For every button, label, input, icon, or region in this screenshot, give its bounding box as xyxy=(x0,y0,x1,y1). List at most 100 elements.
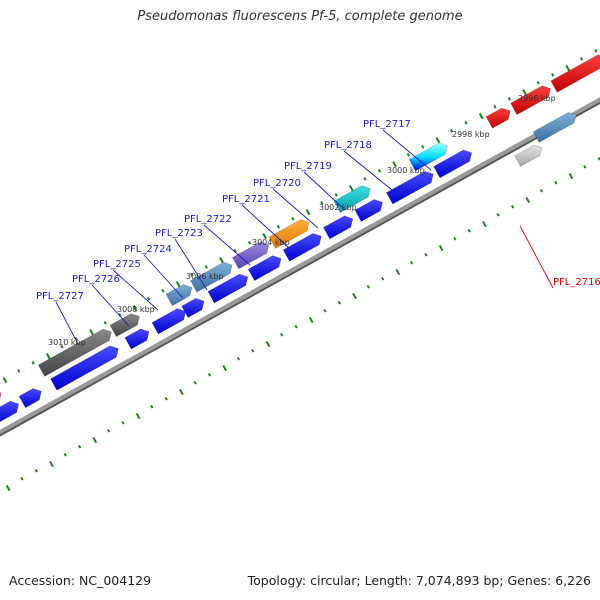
forward-cds-shape xyxy=(247,255,282,282)
inner-tick xyxy=(366,284,370,289)
outer-tick xyxy=(435,137,441,144)
forward-cds xyxy=(181,298,205,318)
inner-tick xyxy=(49,460,54,468)
outer-tick xyxy=(60,344,64,349)
inner-tick xyxy=(424,252,428,257)
forward-cds-shape xyxy=(207,273,249,304)
gene-label: PFL_2726 xyxy=(72,274,120,285)
gene-label: PFL_2725 xyxy=(93,259,141,270)
inner-tick xyxy=(106,428,111,433)
forward-cds xyxy=(433,149,473,179)
outer-tick xyxy=(551,73,555,77)
inner-tick xyxy=(193,380,197,385)
outer-tick xyxy=(2,376,8,384)
gene-leader-line xyxy=(91,284,130,327)
gene-labels: PFL_2717 PFL_2718 PFL_2719 PFL_2720 PFL_2721… xyxy=(36,119,600,302)
cds-red-small-shape xyxy=(485,107,511,129)
outer-tick xyxy=(348,184,354,192)
outer-tick xyxy=(594,49,598,53)
cds-pink-shape xyxy=(0,392,2,400)
cds-red-shape xyxy=(510,85,551,115)
gene-leader-line xyxy=(272,188,319,229)
inner-tick xyxy=(222,364,227,372)
cds-teal-shape xyxy=(333,185,371,213)
inner-tick xyxy=(20,476,24,481)
cds-steel-right-shape xyxy=(532,112,577,143)
inner-tick xyxy=(482,220,487,228)
outer-tick xyxy=(334,192,338,197)
outer-tick xyxy=(392,160,397,168)
tick-marks xyxy=(2,49,600,492)
outer-tick xyxy=(579,57,584,61)
outer-tick xyxy=(522,89,527,96)
accession-text: Accession: NC_004129 xyxy=(9,573,152,588)
inner-tick xyxy=(583,164,587,169)
outer-tick xyxy=(305,208,311,216)
outer-tick xyxy=(89,328,94,336)
feature-track xyxy=(0,54,600,423)
gene-label: PFL_2722 xyxy=(184,214,232,225)
gene-leader-line xyxy=(174,238,208,291)
cds-red-small xyxy=(485,107,511,129)
outer-tick xyxy=(132,304,138,312)
cds-orange-shape xyxy=(268,219,310,249)
forward-cds-shape xyxy=(323,215,354,240)
inner-tick xyxy=(395,268,401,276)
outer-tick xyxy=(478,113,484,120)
kbp-label: 3004 kbp xyxy=(252,238,290,247)
cds-steel-long-shape xyxy=(190,261,233,293)
outer-tick xyxy=(204,264,208,269)
cds-steel-shape xyxy=(165,284,193,307)
outer-tick xyxy=(536,81,540,85)
outer-tick xyxy=(406,152,410,157)
forward-cds-shape xyxy=(282,233,322,262)
gene-label: PFL_2717 xyxy=(363,119,411,130)
cds-steel-long xyxy=(190,261,233,293)
inner-tick xyxy=(554,180,558,185)
forward-cds xyxy=(354,199,383,222)
outer-tick xyxy=(103,320,107,325)
cds-steel-right xyxy=(532,112,577,143)
cds-steel xyxy=(165,284,193,307)
gene-label: PFL_2719 xyxy=(284,161,332,172)
cds-cyan-shape xyxy=(408,142,448,172)
cds-teal xyxy=(333,185,371,213)
inner-tick xyxy=(164,396,168,401)
inner-tick xyxy=(467,228,471,233)
outer-tick xyxy=(276,224,281,229)
outer-tick xyxy=(233,248,237,253)
forward-cds xyxy=(323,215,354,240)
inner-tick xyxy=(135,412,141,420)
outer-tick xyxy=(175,280,181,288)
cds-purple xyxy=(232,241,270,270)
cds-purple-shape xyxy=(232,241,270,270)
outer-tick xyxy=(507,97,511,101)
inner-tick xyxy=(251,348,255,353)
outer-tick xyxy=(31,360,35,365)
gene-leader-line xyxy=(203,224,251,266)
inner-tick xyxy=(78,444,82,449)
gene-leader-line xyxy=(112,269,159,311)
outer-tick xyxy=(219,256,224,264)
inner-tick xyxy=(179,388,184,396)
gene-leader-line xyxy=(343,150,393,191)
gene-label: PFL_2721 xyxy=(222,194,270,205)
outer-tick xyxy=(363,176,367,181)
outer-tick xyxy=(377,168,382,173)
label-leaders xyxy=(55,129,554,345)
forward-cds-shape xyxy=(0,400,20,423)
genome-backbone xyxy=(0,97,600,437)
inner-tick xyxy=(121,420,125,425)
kbp-label: 2996 kbp xyxy=(518,94,556,103)
outer-tick xyxy=(421,144,425,149)
forward-cds-shape xyxy=(354,199,383,222)
cds-gray-small-shape xyxy=(109,313,140,338)
forward-cds xyxy=(124,328,150,350)
cds-light-shape xyxy=(514,144,543,167)
inner-tick xyxy=(496,212,500,217)
cds-orange xyxy=(268,219,310,249)
outer-tick xyxy=(161,288,165,293)
outer-tick xyxy=(493,105,497,109)
inner-tick xyxy=(34,468,38,473)
